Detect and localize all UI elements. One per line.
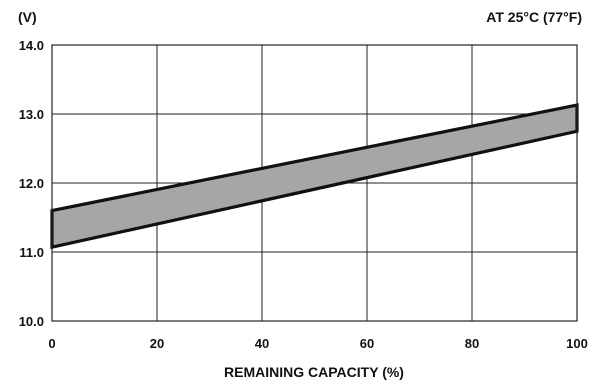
condition-annotation: AT 25°C (77°F) [486, 9, 582, 25]
x-tick-label-1: 20 [150, 336, 164, 351]
y-unit-label: (V) [18, 9, 37, 25]
x-tick-label-2: 40 [255, 336, 269, 351]
x-axis-label: REMAINING CAPACITY (%) [224, 364, 404, 380]
plot-frame [51, 44, 578, 322]
y-tick-label-4: 14.0 [19, 38, 44, 53]
y-tick-label-2: 12.0 [19, 176, 44, 191]
y-axis-ticks: 10.0 11.0 12.0 13.0 14.0 [19, 38, 44, 329]
x-tick-label-3: 60 [360, 336, 374, 351]
y-tick-label-0: 10.0 [19, 314, 44, 329]
voltage-range-band [50, 103, 579, 250]
x-tick-label-5: 100 [566, 336, 588, 351]
x-tick-label-4: 80 [465, 336, 479, 351]
y-tick-label-1: 11.0 [19, 245, 44, 260]
y-tick-label-3: 13.0 [19, 107, 44, 122]
voltage-band [50, 103, 579, 250]
x-tick-label-0: 0 [48, 336, 55, 351]
x-axis-ticks: 0 20 40 60 80 100 [48, 336, 587, 351]
